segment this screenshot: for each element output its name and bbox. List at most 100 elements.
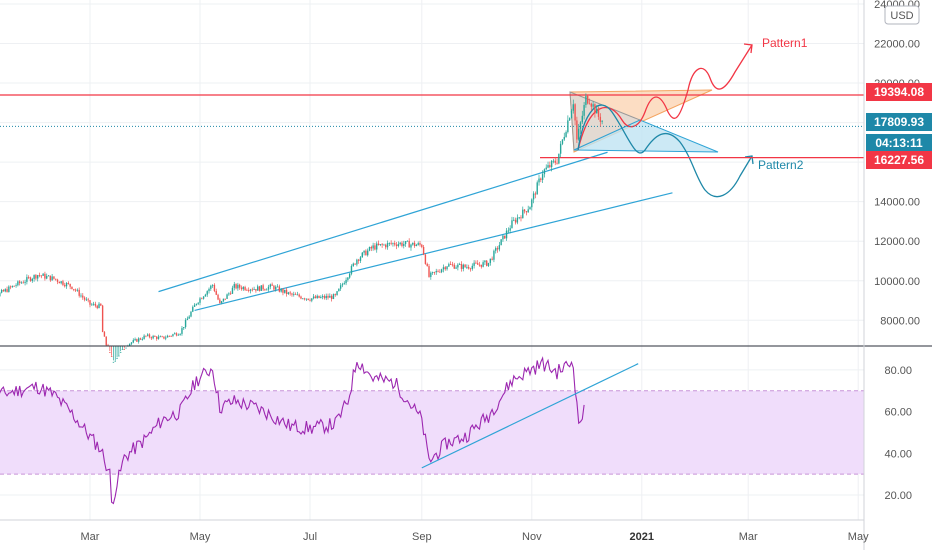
- candle-body: [345, 279, 347, 284]
- candle-body: [105, 336, 107, 346]
- candle-body: [394, 243, 396, 245]
- candle-body: [266, 289, 268, 291]
- candle-body: [406, 240, 409, 242]
- time-axis-ticks[interactable]: Mar May Jul Sep Nov 2021 Mar May: [81, 531, 870, 543]
- pattern2-path[interactable]: [577, 104, 753, 198]
- candle-body: [233, 284, 235, 288]
- candle-body: [426, 263, 428, 267]
- rsi-trend-line[interactable]: [421, 363, 639, 469]
- candle-body: [523, 209, 526, 212]
- candle-body: [431, 271, 434, 273]
- candle-body: [303, 298, 306, 300]
- candle-body: [332, 294, 335, 299]
- pattern-drawings[interactable]: [569, 43, 754, 198]
- channel-upper-line[interactable]: [158, 151, 608, 293]
- candle-body: [403, 244, 405, 246]
- candle-body: [192, 306, 194, 312]
- candle-body: [55, 278, 57, 280]
- candle-body: [166, 335, 169, 338]
- candle-body: [428, 266, 430, 277]
- candle-body: [491, 258, 493, 260]
- candle-body: [376, 243, 378, 250]
- candle-body: [183, 327, 185, 329]
- candle-body: [399, 242, 401, 245]
- candle-body: [289, 292, 291, 294]
- time-tick-label: Mar: [739, 531, 758, 543]
- candle-body: [128, 343, 131, 346]
- candle-body: [594, 104, 596, 114]
- pattern1-path[interactable]: [577, 44, 753, 151]
- candle-body: [228, 293, 230, 295]
- price-tick-label: 10000.00: [874, 276, 920, 288]
- candle-body: [29, 277, 32, 281]
- candle-body: [330, 295, 333, 299]
- candle-body: [53, 276, 55, 279]
- candle-body: [449, 264, 452, 265]
- candle-body: [101, 305, 104, 333]
- candle-body: [110, 356, 113, 357]
- candle-body: [341, 284, 344, 286]
- candle-body: [47, 275, 50, 277]
- candle-body: [502, 235, 504, 240]
- candle-body: [311, 298, 313, 301]
- pattern2-label: Pattern2: [758, 158, 804, 172]
- candle-body: [89, 300, 91, 305]
- horizontal-levels[interactable]: [0, 94, 864, 159]
- candle-body: [314, 296, 317, 299]
- price-label-text: 17809.93: [874, 115, 924, 129]
- candle-body: [567, 120, 569, 133]
- candle-body: [2, 290, 5, 292]
- candle-body: [33, 275, 35, 279]
- candle-body: [451, 264, 454, 266]
- candle-body: [165, 337, 167, 339]
- candle-body: [534, 193, 537, 195]
- candle-body: [118, 355, 120, 357]
- candle-body: [448, 264, 450, 267]
- candle-body: [163, 336, 165, 339]
- candle-body: [379, 244, 382, 245]
- candle-body: [22, 282, 24, 284]
- candle-body: [460, 264, 463, 269]
- candle-body: [484, 260, 486, 263]
- candle-body: [327, 295, 329, 298]
- candle-body: [385, 244, 387, 248]
- candle-body: [505, 230, 508, 239]
- candle-body: [388, 242, 391, 244]
- candle-body: [480, 264, 483, 267]
- channel-lower-line[interactable]: [194, 192, 673, 311]
- candle-body: [522, 209, 524, 219]
- candle-body: [9, 286, 12, 288]
- candle-body: [496, 248, 499, 250]
- candle-body: [64, 284, 66, 287]
- candle-body: [363, 250, 365, 253]
- rsi-axis-ticks[interactable]: 80.00 60.00 40.00 20.00: [884, 365, 912, 502]
- candle-body: [260, 285, 263, 291]
- candle-body: [177, 334, 180, 336]
- candle-body: [318, 295, 320, 298]
- candle-body: [457, 264, 459, 268]
- price-label-box: [866, 113, 932, 131]
- rsi-band: [0, 390, 864, 475]
- candle-body: [511, 220, 513, 229]
- candle-body: [347, 277, 349, 280]
- candle-body: [24, 281, 26, 283]
- candle-body: [56, 279, 59, 282]
- candle-body: [588, 103, 591, 105]
- currency-box[interactable]: [884, 5, 920, 25]
- candle-body: [408, 240, 410, 248]
- candle-body: [247, 290, 250, 291]
- candle-body: [357, 259, 360, 261]
- candle-body: [453, 264, 455, 269]
- time-tick-label: Mar: [81, 531, 100, 543]
- candle-body: [197, 302, 199, 304]
- candle-body: [40, 275, 43, 277]
- candle-body: [109, 352, 111, 353]
- candle-body: [536, 182, 538, 195]
- candle-body: [540, 178, 542, 180]
- candle-body: [147, 334, 149, 336]
- candle-body: [298, 294, 300, 297]
- candle-body: [489, 258, 492, 263]
- candle-body: [372, 245, 374, 249]
- candle-body: [116, 358, 118, 359]
